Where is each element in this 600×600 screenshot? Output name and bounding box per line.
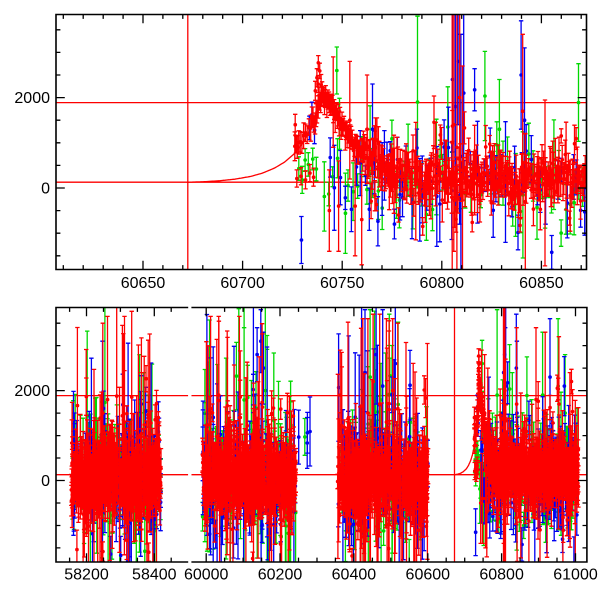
svg-text:60850: 60850 [519, 275, 564, 292]
svg-text:58200: 58200 [64, 567, 109, 584]
svg-text:0: 0 [41, 473, 50, 490]
svg-text:60750: 60750 [320, 275, 365, 292]
svg-text:60700: 60700 [220, 275, 265, 292]
svg-text:60400: 60400 [332, 567, 377, 584]
svg-text:2000: 2000 [14, 90, 50, 107]
svg-text:60650: 60650 [121, 275, 166, 292]
svg-text:58400: 58400 [132, 567, 177, 584]
svg-text:60800: 60800 [479, 567, 524, 584]
svg-text:0: 0 [41, 181, 50, 198]
svg-text:60000: 60000 [184, 567, 229, 584]
svg-text:61000: 61000 [553, 567, 598, 584]
svg-text:60200: 60200 [258, 567, 303, 584]
svg-text:2000: 2000 [14, 383, 50, 400]
svg-text:60800: 60800 [420, 275, 465, 292]
svg-text:60600: 60600 [406, 567, 451, 584]
